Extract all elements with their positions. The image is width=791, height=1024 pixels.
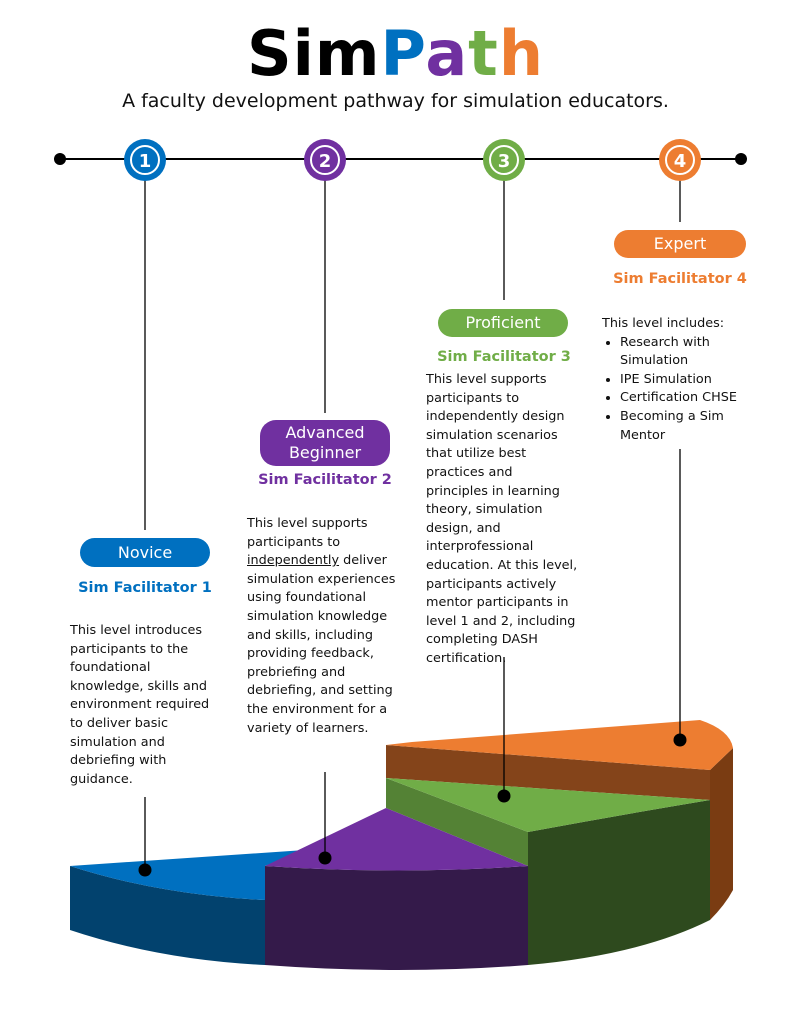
leader-dot-3	[497, 789, 511, 803]
pie-advanced-top	[265, 808, 528, 871]
step-marker-1	[124, 139, 166, 181]
leader-dot-4	[673, 733, 687, 747]
level-1-description: This level introduces participants to th…	[70, 623, 210, 787]
timeline-start-dot	[54, 153, 66, 165]
pie-expert-top	[386, 720, 733, 770]
leader-dot-1	[138, 863, 152, 877]
step-marker-2	[304, 139, 346, 181]
level-4-intro: This level includes:	[602, 316, 725, 331]
step-number-1: 1	[139, 151, 152, 172]
pie-advanced-front	[265, 866, 528, 970]
leader-dot-2	[318, 851, 332, 865]
level-2-description: This level supports participants to inde…	[247, 516, 396, 736]
level-4-bullets: Research with Simulation IPE Simulation …	[602, 334, 752, 446]
level-pill-expert: Expert	[614, 230, 746, 258]
subtitle: A faculty development pathway for simula…	[122, 90, 669, 112]
step-number-2: 2	[319, 151, 332, 172]
step-marker-3	[483, 139, 525, 181]
step-number-4: 4	[674, 151, 687, 172]
step-number-3: 3	[498, 151, 511, 172]
pie-expert-front	[386, 745, 710, 800]
facilitator-1-heading: Sim Facilitator 1	[78, 580, 212, 596]
bullet-item: Research with Simulation	[620, 334, 752, 371]
facilitator-3-heading: Sim Facilitator 3	[437, 349, 571, 365]
level-pill-proficient: Proficient	[438, 309, 568, 337]
level-4-description: This level includes: Research with Simul…	[602, 315, 752, 445]
facilitator-2-heading: Sim Facilitator 2	[258, 472, 392, 488]
step-marker-4	[659, 139, 701, 181]
pie-proficient-top	[386, 778, 710, 832]
pie-3d	[70, 720, 733, 970]
pie-proficient-left	[386, 778, 528, 866]
pie-expert-side	[710, 748, 733, 920]
page-title: SimPath	[247, 17, 544, 90]
bullet-item: Certification CHSE	[620, 389, 752, 408]
pie-novice-front	[70, 866, 265, 965]
pie-novice-top	[70, 850, 305, 900]
level-3-description: This level supports participants to inde…	[426, 372, 578, 666]
level-pill-novice: Novice	[80, 538, 210, 567]
level-pill-advanced-beginner: Advanced Beginner	[260, 420, 390, 466]
bullet-item: IPE Simulation	[620, 371, 752, 390]
facilitator-4-heading: Sim Facilitator 4	[613, 271, 747, 287]
bullet-item: Becoming a Sim Mentor	[620, 408, 752, 445]
timeline-end-dot	[735, 153, 747, 165]
pie-proficient-front	[528, 800, 710, 965]
